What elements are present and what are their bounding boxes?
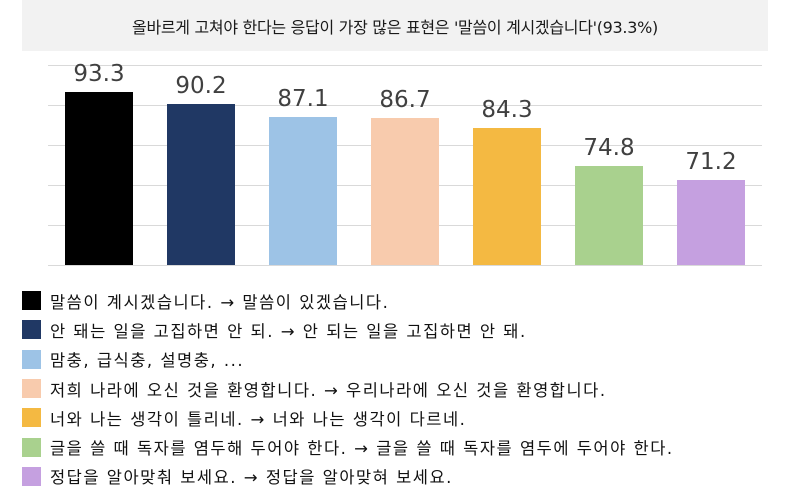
legend-swatch-icon [22, 349, 41, 369]
chart-title-bar: 올바르게 고쳐야 한다는 응답이 가장 많은 표현은 '말씀이 계시겠습니다'(… [22, 0, 768, 51]
legend-label: 맘충, 급식충, 설명충, ... [50, 351, 245, 371]
legend-swatch-icon [22, 320, 41, 340]
plot-area: 93.3 90.2 87.1 86.7 84.3 74.8 71.2 [48, 61, 762, 266]
gridline [48, 105, 762, 106]
legend-item: 글을 쓸 때 독자를 염두해 두어야 한다. → 글을 쓸 때 독자를 염두에 … [22, 432, 674, 461]
chart-title: 올바르게 고쳐야 한다는 응답이 가장 많은 표현은 '말씀이 계시겠습니다'(… [132, 17, 658, 37]
bar-value-label: 74.8 [583, 134, 635, 161]
bar [677, 180, 745, 265]
legend-label: 너와 나는 생각이 틀리네. → 너와 나는 생각이 다르네. [50, 409, 467, 429]
bar-value-label: 86.7 [379, 87, 431, 114]
bar-value-label: 93.3 [73, 60, 125, 87]
bar [473, 127, 541, 265]
legend-item: 저희 나라에 오신 것을 환영합니다. → 우리나라에 오신 것을 환영합니다. [22, 374, 674, 403]
legend-item: 맘충, 급식충, 설명충, ... [22, 345, 674, 374]
legend-swatch-icon [22, 379, 41, 399]
legend: 말씀이 계시겠습니다. → 말씀이 있겠습니다. 안 돼는 일을 고집하면 안 되… [22, 286, 674, 491]
legend-label: 정답을 알아맞춰 보세요. → 정답을 알아맞혀 보세요. [50, 468, 453, 488]
bar-value-label: 90.2 [175, 73, 227, 100]
legend-swatch-icon [22, 408, 41, 428]
legend-label: 말씀이 계시겠습니다. → 말씀이 있겠습니다. [50, 292, 390, 312]
legend-item: 너와 나는 생각이 틀리네. → 너와 나는 생각이 다르네. [22, 403, 674, 432]
bar-value-label: 71.2 [685, 149, 737, 176]
gridline [48, 65, 762, 66]
gridline [48, 265, 762, 266]
bar [167, 104, 235, 265]
legend-item: 말씀이 계시겠습니다. → 말씀이 있겠습니다. [22, 286, 674, 315]
legend-label: 글을 쓸 때 독자를 염두해 두어야 한다. → 글을 쓸 때 독자를 염두에 … [50, 439, 674, 459]
legend-swatch-icon [22, 437, 41, 457]
legend-label: 안 돼는 일을 고집하면 안 되. → 안 되는 일을 고집하면 안 돼. [50, 321, 527, 341]
bar [269, 116, 337, 265]
legend-label: 저희 나라에 오신 것을 환영합니다. → 우리나라에 오신 것을 환영합니다. [50, 380, 607, 400]
bar [371, 118, 439, 265]
legend-item: 안 돼는 일을 고집하면 안 되. → 안 되는 일을 고집하면 안 돼. [22, 315, 674, 344]
legend-swatch-icon [22, 466, 41, 486]
legend-swatch-icon [22, 291, 41, 311]
bar [575, 165, 643, 265]
bar-value-label: 84.3 [481, 96, 533, 123]
bar [65, 91, 133, 265]
legend-item: 정답을 알아맞춰 보세요. → 정답을 알아맞혀 보세요. [22, 462, 674, 491]
bar-value-label: 87.1 [277, 85, 329, 112]
